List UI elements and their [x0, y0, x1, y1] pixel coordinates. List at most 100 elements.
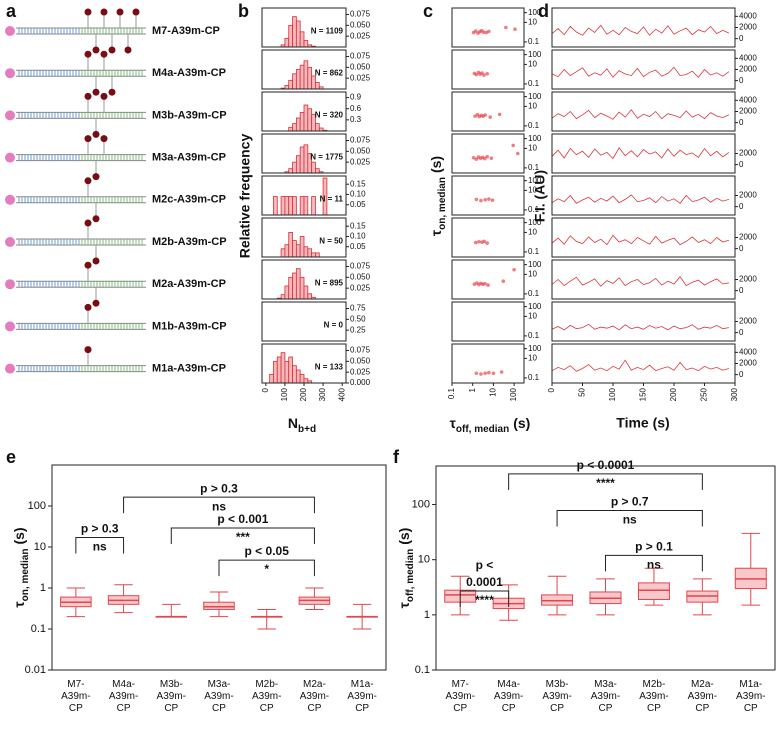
- lollipop: [92, 46, 100, 54]
- y-tick-label: 10: [528, 312, 537, 321]
- y-tick-label: 10: [528, 270, 537, 279]
- axis-label: τon, median (s): [11, 527, 31, 607]
- x-tick-label: M3a-A39m-CP: [591, 679, 620, 714]
- count-label: N = 895: [315, 279, 344, 288]
- y-tick-label: 2000: [739, 107, 757, 116]
- anchor: [5, 194, 15, 205]
- histogram-bar: [280, 248, 286, 258]
- scatter-point: [490, 198, 495, 202]
- y-tick-label: 0: [739, 34, 744, 43]
- histogram-bar: [292, 240, 297, 258]
- lollipop: [124, 46, 132, 54]
- histogram-bar: [292, 73, 297, 90]
- x-tick-label: M3b-A39m-CP: [157, 679, 186, 714]
- y-tick-label: 100: [528, 302, 542, 311]
- histogram-bar: [299, 276, 305, 300]
- construct-cartoons: [5, 8, 146, 374]
- lollipop: [100, 8, 108, 16]
- y-tick-label: 0.10: [350, 190, 366, 199]
- scatter-point: [474, 197, 479, 202]
- histogram-bar: [292, 272, 297, 300]
- histogram-bar: [295, 244, 301, 258]
- histogram-bar: [295, 20, 301, 48]
- panel-label: f: [393, 447, 400, 467]
- row-frame: [551, 301, 736, 342]
- significance-label: p > 0.3: [200, 481, 238, 495]
- scatter-point: [485, 71, 489, 76]
- lollipop: [84, 219, 92, 227]
- x-tick-label: 200: [299, 387, 308, 401]
- histogram-bar: [303, 40, 309, 48]
- plot-frame: [51, 464, 387, 671]
- axis-label: Relative frequency: [237, 134, 253, 259]
- y-tick-label: 0: [739, 160, 744, 169]
- significance-label: p < 0.0001: [577, 458, 635, 472]
- x-tick-label: 150: [639, 387, 648, 401]
- significance-label: *: [264, 562, 269, 576]
- x-tick-label: M1a-A39m-CP: [736, 679, 765, 714]
- scatter-point: [512, 267, 516, 272]
- y-tick-label: 0: [739, 202, 744, 211]
- x-tick-label: 200: [669, 387, 678, 401]
- y-tick-label: 0.75: [350, 304, 366, 313]
- scatter-point: [504, 25, 508, 30]
- construct-label: M4a-A39m-CP: [152, 67, 226, 79]
- scatter-point: [501, 279, 506, 284]
- x-tick-label: 100: [280, 387, 289, 401]
- scatter-point: [477, 239, 481, 244]
- y-tick-label: 0.1: [528, 373, 540, 382]
- significance-label: 0.0001: [466, 575, 503, 589]
- significance-bracket: [605, 554, 703, 572]
- y-tick-label: 10: [528, 186, 537, 195]
- significance-label: ****: [596, 476, 615, 490]
- scatter-point: [487, 370, 491, 375]
- scatter-point: [482, 73, 486, 77]
- y-tick-label: 0.000: [350, 378, 371, 387]
- significance-bracket: [218, 559, 315, 577]
- scatter-point: [513, 27, 517, 32]
- axis-label: Nb+d: [288, 415, 316, 435]
- panel-label: a: [6, 1, 17, 21]
- y-tick-label: 100: [528, 50, 542, 59]
- intensity-trace: [551, 323, 729, 331]
- scatter-point: [499, 370, 504, 374]
- anchor: [5, 110, 15, 121]
- lollipop: [100, 50, 108, 58]
- y-tick-label: 10: [528, 228, 537, 237]
- scatter-point: [485, 154, 489, 159]
- row-frame: [551, 91, 736, 132]
- x-tick-label: M4a-A39m-CP: [494, 679, 523, 714]
- row-frame: [451, 217, 525, 258]
- y-tick-label: 4000: [739, 53, 757, 62]
- histogram-bar: [315, 82, 320, 90]
- panel-label: b: [238, 1, 249, 21]
- plot-frame: [435, 465, 776, 671]
- histogram-bar: [292, 365, 297, 384]
- row-frame: [451, 175, 525, 216]
- row-frame: [451, 133, 525, 174]
- lollipop: [132, 8, 140, 16]
- histogram-bar: [295, 155, 301, 174]
- y-tick-label: 0.075: [350, 262, 371, 271]
- row-frame: [261, 133, 347, 174]
- y-tick-label: 2000: [739, 317, 757, 326]
- y-tick-label: 0: [739, 118, 744, 127]
- histogram-bar: [280, 196, 286, 216]
- x-tick-label: M2a-A39m-CP: [688, 679, 717, 714]
- row-frame: [261, 301, 347, 342]
- count-label: N = 11: [320, 195, 344, 204]
- histogram-bar: [295, 69, 301, 90]
- y-tick-label: 100: [528, 92, 542, 101]
- y-tick-label: 0.1: [415, 664, 430, 676]
- anchor: [5, 363, 15, 374]
- histogram-bar: [295, 268, 301, 300]
- anchor: [5, 152, 15, 163]
- x-tick-label: M7-A39m-CP: [61, 679, 90, 714]
- significance-bracket: [170, 527, 315, 545]
- row-frame: [261, 49, 347, 90]
- significance-label: ***: [236, 530, 250, 544]
- histogram-bar: [299, 64, 305, 90]
- histogram-bar: [307, 248, 313, 258]
- y-tick-label: 4000: [739, 95, 757, 104]
